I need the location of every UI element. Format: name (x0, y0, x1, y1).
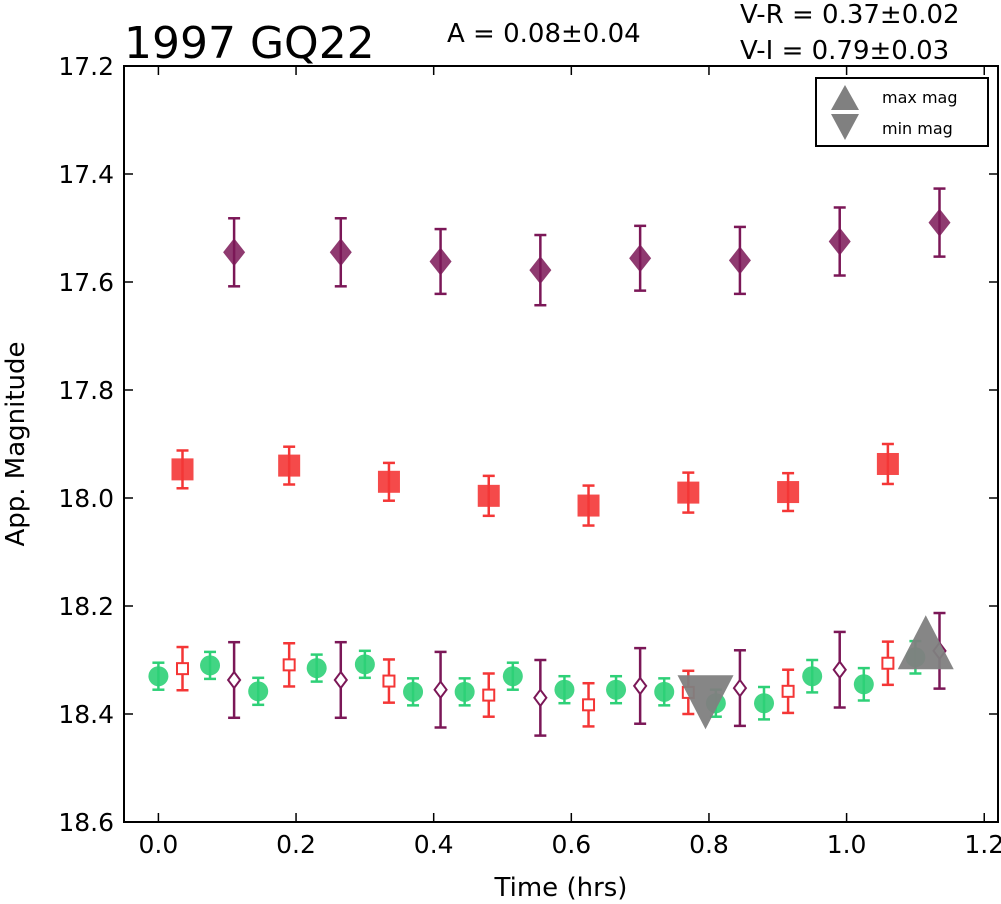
series-diamond (223, 187, 951, 307)
data-point (171, 458, 194, 481)
data-point (802, 666, 823, 687)
legend-max-mag-icon (831, 85, 859, 110)
data-point (928, 208, 951, 237)
data-point (777, 481, 800, 504)
data-point (881, 656, 895, 670)
y-tick-label: 17.2 (58, 52, 114, 81)
data-point (654, 681, 675, 702)
x-tick-label: 0.0 (139, 830, 179, 859)
y-tick-label: 17.8 (58, 376, 114, 405)
y-axis-ticks: 17.2 17.4 17.6 17.8 18.0 18.2 18.4 18.6 (58, 52, 998, 837)
data-point (529, 256, 552, 285)
y-tick-label: 18.4 (58, 700, 114, 729)
data-point (582, 698, 596, 712)
data-point (429, 247, 452, 276)
legend-min-mag-label: min mag (882, 119, 953, 138)
data-point (148, 666, 169, 687)
data-point (502, 666, 523, 687)
max-mag-marker (897, 615, 954, 670)
x-tick-label: 0.6 (551, 830, 591, 859)
data-point (248, 681, 269, 702)
data-point (175, 662, 189, 676)
data-point (333, 670, 349, 690)
x-axis-ticks: 0.0 0.2 0.4 0.6 0.8 1.0 1.2 (139, 66, 1001, 859)
vi-color-annotation: V-I = 0.79±0.03 (740, 36, 949, 66)
plot-frame (123, 65, 999, 823)
data-point (377, 470, 400, 493)
data-point (306, 658, 327, 679)
data-point (554, 679, 575, 700)
x-tick-label: 1.2 (964, 830, 1001, 859)
y-tick-label: 18.6 (58, 808, 114, 837)
data-point (629, 244, 652, 273)
x-axis-label: Time (hrs) (494, 873, 628, 903)
series-circle (148, 639, 926, 721)
data-point (754, 693, 775, 714)
x-tick-label: 0.4 (414, 830, 454, 859)
data-point (728, 246, 751, 275)
data-point (677, 481, 700, 504)
amplitude-annotation: A = 0.08±0.04 (447, 19, 641, 49)
data-point (282, 658, 296, 672)
y-axis-label: App. Magnitude (1, 341, 31, 546)
data-point (853, 674, 874, 695)
data-point (606, 679, 627, 700)
data-point (382, 674, 396, 688)
chart-title: 1997 GQ22 (124, 18, 375, 69)
data-point (354, 654, 375, 675)
legend-max-mag-label: max mag (882, 88, 958, 107)
series-square (171, 442, 899, 527)
legend-min-mag-icon (831, 114, 859, 140)
y-tick-label: 17.4 (58, 160, 114, 189)
min-mag-marker (677, 675, 734, 730)
x-tick-label: 1.0 (827, 830, 867, 859)
data-point (732, 678, 748, 698)
x-tick-label: 0.2 (276, 830, 316, 859)
data-point (200, 655, 221, 676)
series-square-open (175, 640, 895, 728)
data-point (433, 680, 448, 700)
data-point (781, 684, 795, 698)
series-diamond-open (226, 611, 947, 737)
data-point (828, 227, 851, 256)
data-point (876, 452, 899, 475)
data-point (226, 670, 242, 690)
data-point (577, 494, 600, 517)
data-point (832, 660, 847, 680)
data-point (329, 238, 352, 267)
plot-layer (148, 187, 954, 737)
data-point (454, 681, 475, 702)
vr-color-annotation: V-R = 0.37±0.02 (740, 0, 960, 30)
data-point (533, 688, 548, 708)
data-point (632, 676, 648, 696)
data-point (403, 681, 424, 702)
data-point (278, 454, 301, 477)
data-point (477, 484, 500, 507)
y-tick-label: 18.2 (58, 592, 114, 621)
data-point (482, 688, 496, 702)
x-tick-label: 0.8 (689, 830, 729, 859)
y-tick-label: 18.0 (58, 484, 114, 513)
data-point (223, 238, 246, 267)
y-tick-label: 17.6 (58, 268, 114, 297)
legend: max mag min mag (815, 77, 989, 147)
